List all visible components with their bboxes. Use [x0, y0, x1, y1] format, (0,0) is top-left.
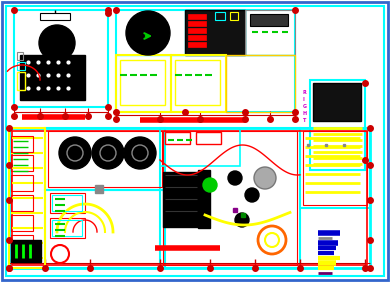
Circle shape — [126, 11, 170, 55]
Bar — [245, 10, 295, 55]
Bar — [11, 240, 41, 262]
Bar — [50, 218, 85, 238]
Bar — [300, 128, 370, 208]
Bar — [52, 195, 82, 211]
Bar — [303, 131, 367, 205]
Bar — [40, 13, 70, 20]
Bar — [45, 190, 165, 268]
Bar — [11, 235, 33, 251]
Bar — [160, 128, 240, 166]
Bar — [52, 220, 82, 236]
Circle shape — [228, 171, 242, 185]
Bar — [188, 28, 206, 33]
Circle shape — [203, 178, 217, 192]
Bar — [160, 128, 300, 268]
Bar — [188, 35, 206, 40]
Bar — [198, 170, 210, 228]
Circle shape — [235, 213, 249, 227]
Circle shape — [92, 137, 124, 169]
Bar — [11, 175, 33, 191]
Bar — [11, 155, 33, 171]
Bar — [116, 55, 171, 112]
Bar — [50, 193, 85, 213]
Bar — [48, 131, 162, 187]
Bar — [95, 185, 103, 193]
Bar — [17, 52, 23, 60]
Circle shape — [59, 137, 91, 169]
Bar — [11, 136, 33, 152]
Bar — [11, 195, 33, 211]
Bar — [11, 215, 33, 231]
Bar — [20, 55, 85, 100]
Circle shape — [254, 167, 276, 189]
Text: R
I
G
H
T: R I G H T — [303, 90, 307, 123]
Bar — [9, 128, 45, 268]
Bar — [188, 21, 206, 26]
Bar — [45, 128, 165, 190]
Bar — [226, 55, 295, 112]
Bar — [17, 72, 25, 90]
Bar — [230, 12, 238, 20]
Bar — [196, 132, 221, 144]
Bar — [175, 60, 220, 105]
Bar — [188, 14, 206, 19]
Bar — [250, 14, 288, 26]
Bar — [12, 131, 367, 265]
Bar — [313, 83, 361, 121]
Circle shape — [124, 137, 156, 169]
Bar — [163, 131, 297, 265]
Bar — [185, 10, 245, 55]
Circle shape — [39, 25, 75, 61]
Circle shape — [245, 188, 259, 202]
Bar — [310, 80, 365, 170]
Bar — [116, 10, 295, 112]
Bar — [9, 128, 370, 268]
Bar — [165, 132, 190, 144]
Bar — [171, 55, 226, 112]
Bar — [17, 62, 25, 70]
Bar — [120, 60, 165, 105]
Bar — [14, 10, 108, 107]
Bar — [163, 172, 198, 227]
Bar — [215, 12, 225, 20]
Bar — [188, 42, 206, 47]
